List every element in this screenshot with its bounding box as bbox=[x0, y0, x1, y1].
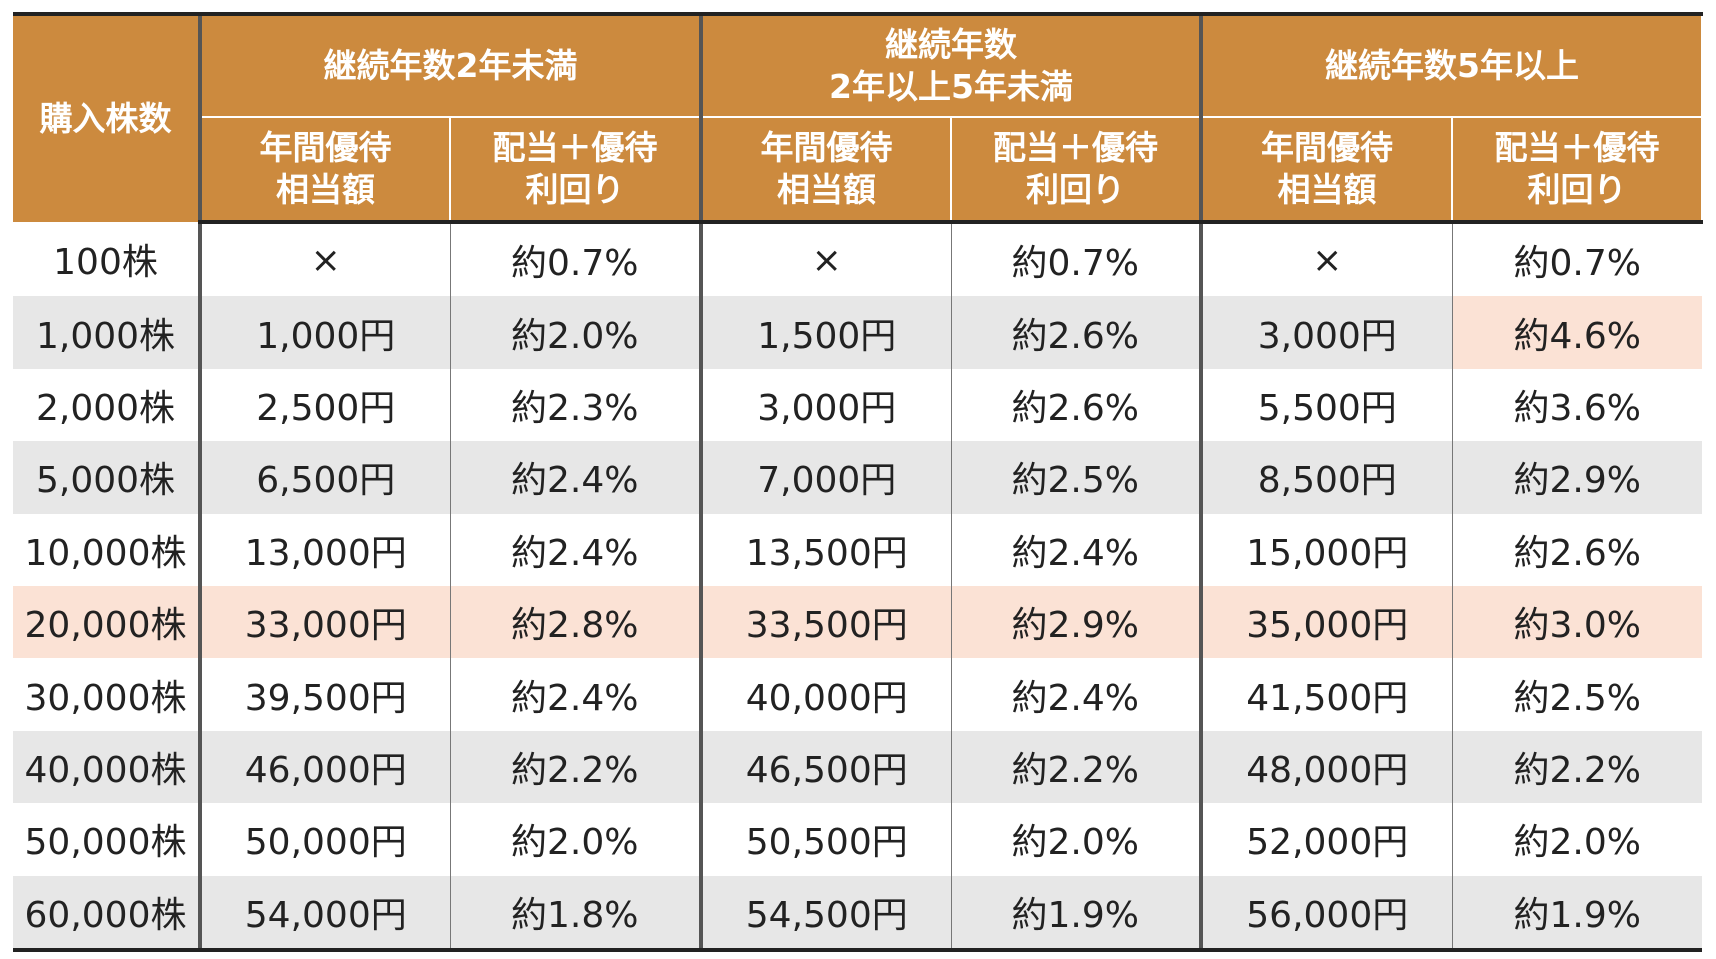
cell: 約2.4% bbox=[449, 441, 701, 514]
row-label: 30,000株 bbox=[24, 677, 187, 719]
cell: 約2.6% bbox=[950, 368, 1201, 442]
cell: 約2.4% bbox=[449, 513, 701, 586]
cell: 約2.4% bbox=[950, 513, 1201, 586]
cell: 33,000円 bbox=[198, 585, 450, 659]
cell: 約2.6% bbox=[1451, 513, 1702, 586]
cell: 約3.0% bbox=[1451, 585, 1702, 659]
cell: 約3.6% bbox=[1451, 368, 1702, 442]
table-row: 10,000株 13,000円 約2.4% 13,500円 約2.4% 15,000円 約2… bbox=[13, 513, 1702, 586]
cell: 52,000円 bbox=[1199, 803, 1452, 876]
sub-header: 配当＋優待 利回り bbox=[1451, 116, 1703, 224]
cell: 3,000円 bbox=[699, 368, 951, 442]
table-row: 100株 × 約0.7% × 約0.7% × 約0.7% bbox=[13, 222, 1702, 297]
cell: 33,500円 bbox=[699, 585, 951, 659]
table-row: 5,000株 6,500円 約2.4% 7,000円 約2.5% 8,500円 約2.9% bbox=[13, 441, 1702, 514]
cell: 約2.8% bbox=[449, 585, 701, 659]
cell: 54,500円 bbox=[699, 875, 951, 952]
cell: 15,000円 bbox=[1199, 513, 1452, 586]
cell: 2,500円 bbox=[198, 368, 450, 442]
cell: 6,500円 bbox=[198, 441, 450, 514]
cell: 8,500円 bbox=[1199, 441, 1452, 514]
cell: 約1.9% bbox=[950, 875, 1201, 952]
row-label: 10,000株 bbox=[24, 532, 187, 574]
cell: 約2.5% bbox=[950, 441, 1201, 514]
cell: × bbox=[1199, 222, 1452, 297]
row-label: 60,000株 bbox=[13, 875, 200, 952]
cell: 約2.5% bbox=[1451, 658, 1702, 731]
sub-header: 年間優待 相当額 bbox=[198, 116, 451, 224]
cell: 約2.0% bbox=[950, 803, 1201, 876]
cell: 約1.8% bbox=[449, 875, 701, 952]
cell: 約2.0% bbox=[449, 296, 701, 369]
table-row: 30,000株 39,500円 約2.4% 40,000円 約2.4% 41,500円 約2… bbox=[13, 658, 1702, 731]
table-row: 1,000株 1,000円 約2.0% 1,500円 約2.6% 3,000円 約4.6% bbox=[13, 296, 1702, 369]
cell: 56,000円 bbox=[1199, 875, 1452, 952]
group-header: 継続年数2年未満 bbox=[198, 12, 702, 117]
row-label: 5,000株 bbox=[13, 441, 200, 514]
cell: 13,000円 bbox=[198, 513, 450, 586]
cell: 50,500円 bbox=[699, 803, 951, 876]
cell: 約0.7% bbox=[950, 222, 1201, 297]
row-label: 2,000株 bbox=[35, 387, 176, 429]
cell: 35,000円 bbox=[1199, 585, 1452, 659]
table-body: 100株 × 約0.7% × 約0.7% × 約0.7% 1,000株 1,000円 約2.0% 1… bbox=[13, 222, 1702, 952]
row-label: 20,000株 bbox=[13, 585, 200, 659]
cell: 約0.7% bbox=[449, 222, 701, 297]
data-table: 購入株数 継続年数2年未満 継続年数 2年以上5年未満 継続年数5年以上 年間優… bbox=[13, 12, 1703, 952]
sub-header: 年間優待 相当額 bbox=[1199, 116, 1453, 224]
cell: 約2.2% bbox=[950, 730, 1201, 804]
row-label: 50,000株 bbox=[24, 822, 187, 864]
cell: 約2.0% bbox=[449, 803, 701, 876]
cell: 39,500円 bbox=[198, 658, 450, 731]
cell: 1,500円 bbox=[699, 296, 951, 369]
sub-header: 年間優待 相当額 bbox=[699, 116, 952, 224]
table-row: 40,000株 46,000円 約2.2% 46,500円 約2.2% 48,000円 約2… bbox=[13, 730, 1702, 804]
cell: 約2.9% bbox=[1451, 441, 1702, 514]
cell: 5,500円 bbox=[1199, 368, 1452, 442]
row-label: 40,000株 bbox=[13, 730, 200, 804]
sub-header: 配当＋優待 利回り bbox=[950, 116, 1202, 224]
cell: 約0.7% bbox=[1451, 222, 1702, 297]
sub-header: 配当＋優待 利回り bbox=[449, 116, 702, 224]
cell: 約2.2% bbox=[1451, 730, 1702, 804]
table-row: 50,000株 50,000円 約2.0% 50,500円 約2.0% 52,000円 約2… bbox=[13, 803, 1702, 876]
row-label: 1,000株 bbox=[13, 296, 200, 369]
cell: 3,000円 bbox=[1199, 296, 1452, 369]
table-row: 20,000株 33,000円 約2.8% 33,500円 約2.9% 35,000円 約3… bbox=[13, 585, 1702, 659]
row-label: 100株 bbox=[53, 242, 158, 284]
cell: 約2.9% bbox=[950, 585, 1201, 659]
group-header: 継続年数 2年以上5年未満 bbox=[699, 12, 1202, 117]
cell: 40,000円 bbox=[699, 658, 951, 731]
cell: 約2.2% bbox=[449, 730, 701, 804]
cell: 約2.4% bbox=[950, 658, 1201, 731]
cell: 50,000円 bbox=[198, 803, 450, 876]
cell: 約1.9% bbox=[1451, 875, 1702, 952]
cell: 約2.0% bbox=[1451, 803, 1702, 876]
cell: 約4.6% bbox=[1451, 296, 1702, 369]
cell: 約2.3% bbox=[449, 368, 701, 442]
cell: × bbox=[198, 222, 450, 297]
cell: 48,000円 bbox=[1199, 730, 1452, 804]
cell: 1,000円 bbox=[198, 296, 450, 369]
cell: 41,500円 bbox=[1199, 658, 1452, 731]
cell: 54,000円 bbox=[198, 875, 450, 952]
table-row: 2,000株 2,500円 約2.3% 3,000円 約2.6% 5,500円 約3.6% bbox=[13, 368, 1702, 442]
row-label-header: 購入株数 bbox=[13, 12, 201, 222]
cell: 13,500円 bbox=[699, 513, 951, 586]
cell: 7,000円 bbox=[699, 441, 951, 514]
group-header: 継続年数5年以上 bbox=[1199, 12, 1703, 117]
cell: 約2.6% bbox=[950, 296, 1201, 369]
cell: 46,500円 bbox=[699, 730, 951, 804]
cell: 46,000円 bbox=[198, 730, 450, 804]
cell: 約2.4% bbox=[449, 658, 701, 731]
cell: × bbox=[699, 222, 951, 297]
table-row: 60,000株 54,000円 約1.8% 54,500円 約1.9% 56,000円 約1… bbox=[13, 875, 1702, 952]
